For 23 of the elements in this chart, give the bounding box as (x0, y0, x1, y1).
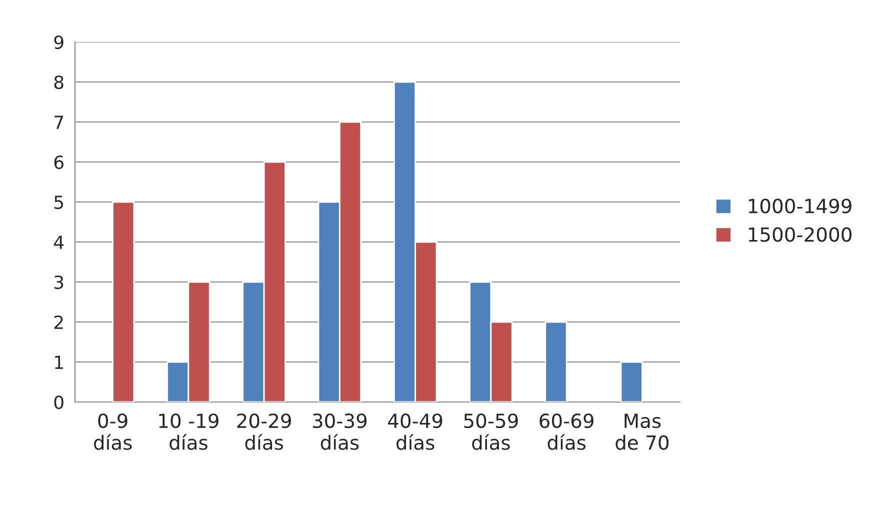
bar (620, 361, 643, 402)
y-tick-label: 9 (54, 35, 64, 50)
x-tick-label: Mas de 70 (616, 414, 669, 450)
y-tick-label: 2 (54, 315, 63, 329)
x-tick-label: 0-9 días (94, 413, 132, 450)
x-tick-label: 30-39 días (312, 413, 367, 450)
y-tick-label: 6 (54, 155, 64, 170)
legend-label: 1000-1499 (748, 198, 852, 214)
x-tick-label: 10 -19 días (159, 413, 218, 450)
y-tick-label: 4 (54, 236, 64, 249)
y-tick-label: 0 (54, 395, 64, 410)
x-tick-label: 40-49 días (388, 413, 442, 450)
x-tick-label: 50-59 días (464, 413, 518, 450)
y-tick-label: 8 (54, 75, 64, 90)
legend-label: 1500-2000 (748, 227, 852, 242)
bar (112, 201, 135, 402)
y-tick-label: 5 (54, 196, 64, 210)
y-tick-label: 7 (54, 116, 64, 129)
y-tick-label: 3 (54, 275, 64, 290)
x-tick-label: 20-29 días (237, 413, 291, 450)
x-tick-label: 60-69 días (540, 413, 594, 450)
y-tick-label: 1 (55, 356, 63, 369)
bar (544, 321, 568, 402)
